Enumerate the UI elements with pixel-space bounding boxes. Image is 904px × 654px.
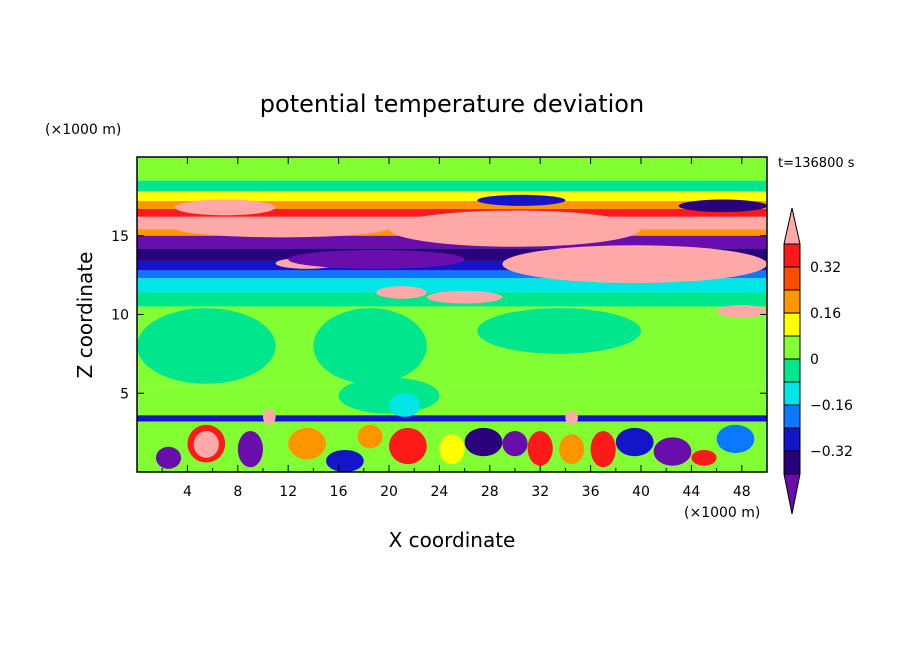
feature [137,308,276,384]
feature [716,424,755,454]
feature [477,194,566,206]
band [137,208,767,217]
colorbar-box [783,427,801,452]
feature [313,308,427,384]
colorbar-box [783,358,801,383]
feature [263,409,276,425]
y-axis: 5 10 15 [111,229,767,402]
y-unit-label: (×1000 m) [45,122,121,138]
feature [502,431,528,457]
colorbar-tick-label: −0.16 [810,398,853,414]
feature [193,431,219,458]
feature [426,290,503,304]
x-tick-label: 24 [430,484,448,500]
colorbar-tick-label: 0.16 [810,306,841,322]
feature [389,427,427,465]
heatmap-features [137,194,767,472]
feature [174,199,276,216]
feature [357,424,383,449]
feature [559,434,585,465]
feature [288,427,326,460]
x-tick-label: 8 [233,484,242,500]
x-tick-label: 40 [632,484,650,500]
feature [590,431,616,468]
feature [678,199,767,213]
x-tick-label: 48 [733,484,751,500]
time-label: t=136800 s [778,156,855,171]
chart-title: potential temperature deviation [260,90,644,118]
feature [502,245,767,283]
colorbar-max-triangle [783,207,801,245]
band [137,260,767,271]
colorbar-box [783,335,801,360]
feature [288,249,465,269]
y-tick-label: 15 [111,229,129,245]
colorbar-box [783,450,801,475]
colorbar-tick-label: 0 [810,352,819,368]
band [137,415,767,422]
x-unit-label: (×1000 m) [684,505,760,521]
feature [376,286,427,299]
feature [464,427,503,457]
x-tick-label: 12 [279,484,297,500]
y-tick-label: 5 [120,386,129,402]
colorbar-min-triangle [783,473,801,515]
feature [338,377,440,414]
x-tick-label: 44 [682,484,700,500]
x-tick-label: 32 [531,484,549,500]
feature [527,431,553,466]
colorbar-box [783,289,801,314]
x-axis-label: X coordinate [389,528,516,552]
feature [615,427,654,457]
band [137,201,767,209]
band [137,270,767,279]
x-tick-label: 16 [330,484,348,500]
feature [155,446,182,469]
feature [174,218,389,238]
colorbar-tick-label: −0.32 [810,444,853,460]
feature [691,449,717,466]
x-tick-label: 28 [481,484,499,500]
colorbar-box [783,381,801,406]
feature [716,305,767,318]
x-tick-label: 36 [582,484,600,500]
x-axis: 4 8 12 16 20 24 28 32 36 40 44 48 [161,157,751,500]
y-axis-label: Z coordinate [73,252,97,379]
feature [477,308,641,354]
feature [389,393,421,417]
band [137,180,767,192]
band [137,157,767,181]
feature [653,437,692,466]
band [137,191,767,202]
feature [326,449,364,472]
plot-area [137,157,767,472]
feature [237,431,263,468]
colorbar-box [783,312,801,337]
x-tick-label: 4 [183,484,192,500]
colorbar-box [783,266,801,291]
band [137,385,767,416]
x-tick-label: 20 [380,484,398,500]
feature [389,210,641,247]
colorbar-box [783,404,801,429]
y-tick-label: 10 [111,308,129,324]
feature [565,410,578,425]
feature [439,434,465,465]
colorbar-tick-label: 0.32 [810,260,841,276]
colorbar-box [783,243,801,268]
colorbar: 0.32 0.16 0 −0.16 −0.32 [783,207,853,515]
